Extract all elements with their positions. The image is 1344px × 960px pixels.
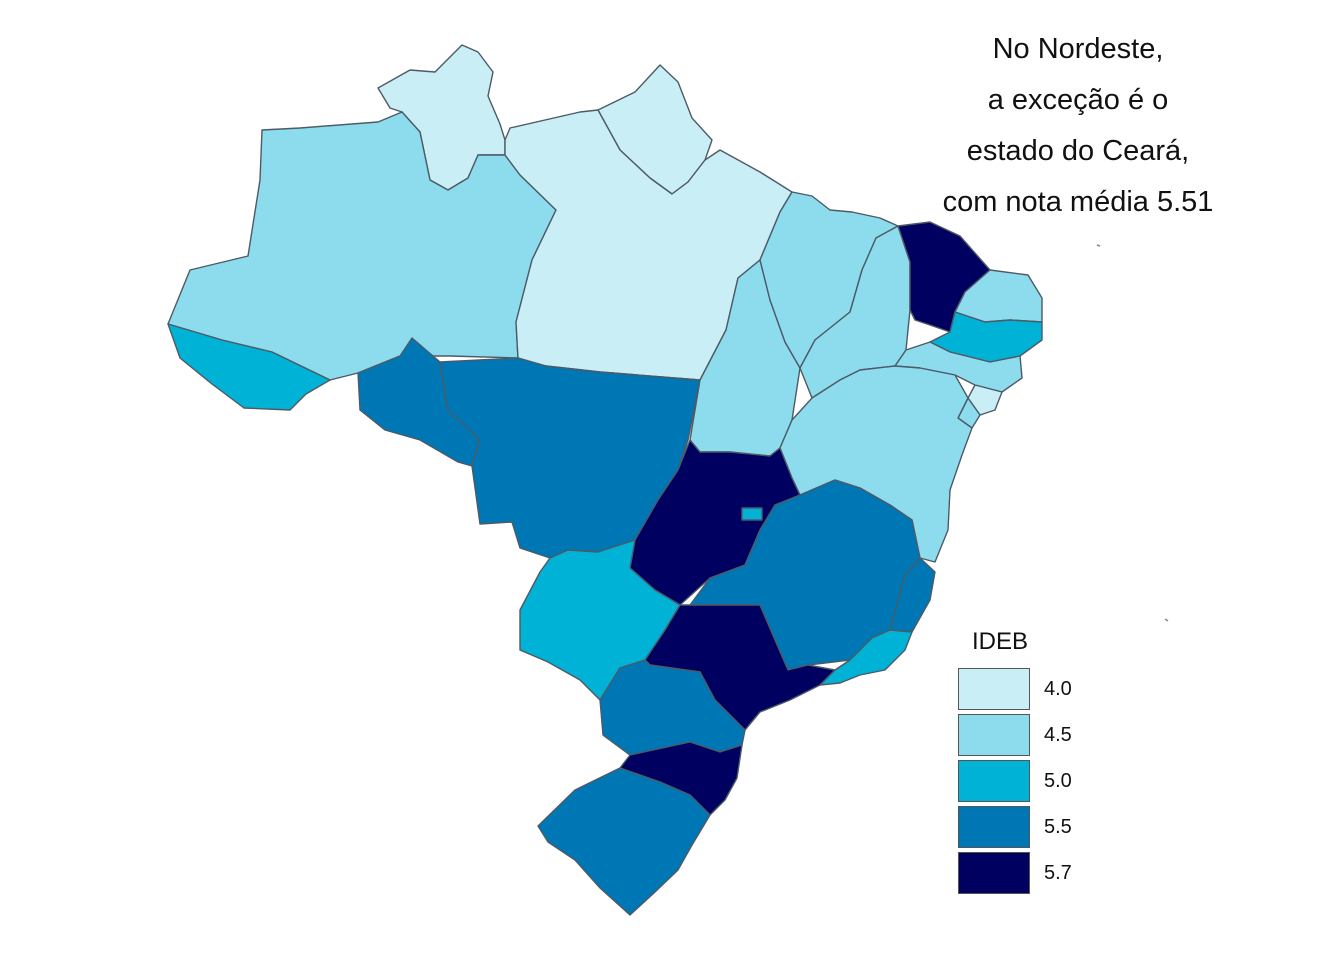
legend-swatch <box>958 714 1030 756</box>
legend-item: 5.7 <box>958 850 1072 896</box>
legend-swatch <box>958 806 1030 848</box>
legend-item: 5.5 <box>958 804 1072 850</box>
annotation-line: com nota média 5.51 <box>942 186 1214 218</box>
legend-item: 5.0 <box>958 758 1072 804</box>
map-annotation: No Nordeste, a exceção é o estado do Cea… <box>900 24 1256 228</box>
state-RS <box>537 767 711 916</box>
island-marker <box>1096 244 1101 247</box>
legend: IDEB 4.0 4.5 5.0 5.5 5.7 <box>958 628 1072 896</box>
legend-label: 5.7 <box>1044 861 1072 884</box>
state-AL <box>967 384 1003 416</box>
legend-item: 4.0 <box>958 666 1072 712</box>
legend-item: 4.5 <box>958 712 1072 758</box>
legend-swatch <box>958 760 1030 802</box>
legend-label: 4.5 <box>1044 723 1072 746</box>
state-DF <box>741 507 763 521</box>
legend-swatch <box>958 668 1030 710</box>
legend-swatch <box>958 852 1030 894</box>
annotation-line: No Nordeste, <box>992 33 1164 65</box>
island-marker <box>1164 618 1169 622</box>
legend-label: 5.5 <box>1044 815 1072 838</box>
legend-title: IDEB <box>972 628 1029 655</box>
state-AC <box>167 323 331 411</box>
legend-label: 4.0 <box>1044 677 1072 700</box>
annotation-line: estado do Ceará, <box>966 135 1190 167</box>
annotation-line: a exceção é o <box>987 84 1169 116</box>
legend-label: 5.0 <box>1044 769 1072 792</box>
